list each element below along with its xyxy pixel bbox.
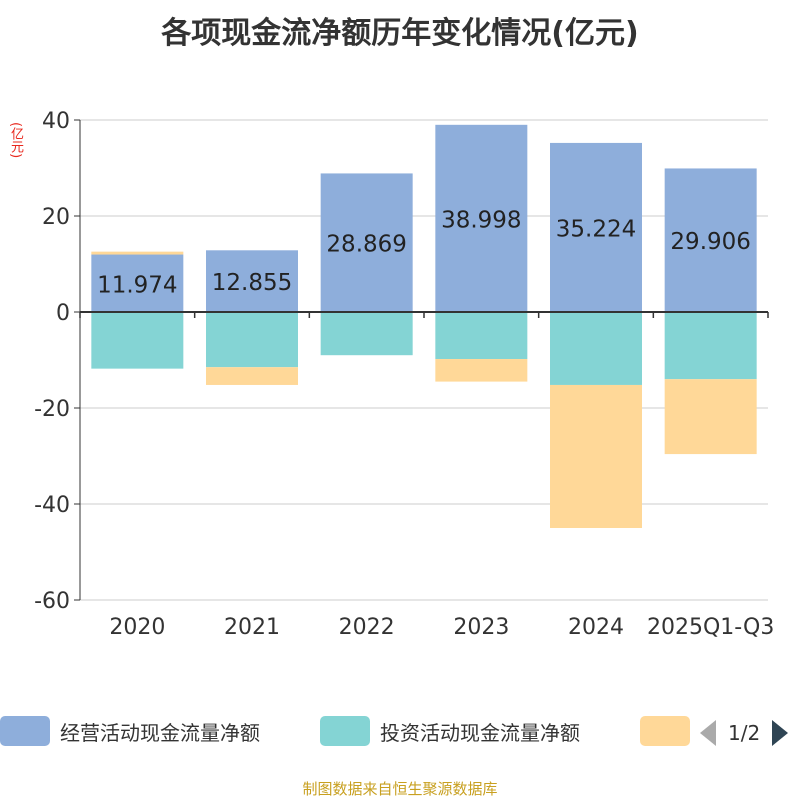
- y-tick-label: 40: [42, 109, 70, 134]
- legend: 经营活动现金流量净额 投资活动现金流量净额: [0, 716, 800, 754]
- data-label-operating-5: 29.906: [670, 229, 750, 255]
- source-footer: 制图数据来自恒生聚源数据库: [302, 780, 498, 798]
- x-tick-label-0: 2020: [109, 615, 165, 640]
- legend-item-investing[interactable]: 投资活动现金流量净额: [320, 716, 580, 746]
- x-tick-label-3: 2023: [453, 615, 509, 640]
- legend-swatch-financing: [640, 716, 690, 746]
- bar-operating-2: [320, 173, 413, 312]
- bar-financing-4: [550, 384, 642, 528]
- pager-text: 1/2: [728, 721, 761, 745]
- y-tick-label: -60: [34, 589, 70, 614]
- bar-operating-3: [435, 124, 528, 312]
- bar-investing-2: [320, 312, 413, 356]
- x-tick-label-5: 2025Q1-Q3: [647, 615, 774, 640]
- bar-operating-4: [550, 142, 642, 312]
- bar-financing-3: [435, 359, 528, 382]
- pager-next-icon[interactable]: [772, 720, 789, 746]
- bar-investing-5: [664, 312, 757, 380]
- y-tick-label: 20: [42, 205, 70, 230]
- y-tick-label: -20: [34, 397, 70, 422]
- bar-investing-4: [550, 312, 642, 385]
- pager-prev-icon[interactable]: [700, 720, 716, 746]
- data-label-operating-0: 11.974: [97, 272, 177, 298]
- legend-item-financing[interactable]: [640, 716, 690, 746]
- bar-operating-5: [664, 168, 757, 312]
- legend-swatch-investing: [320, 716, 370, 746]
- legend-swatch-operating: [0, 716, 50, 746]
- data-label-operating-1: 12.855: [212, 270, 292, 296]
- bar-financing-5: [664, 379, 757, 455]
- bar-operating-1: [206, 250, 298, 312]
- bar-investing-3: [435, 312, 528, 360]
- bar-investing-1: [206, 312, 298, 368]
- bar-financing-0: [91, 251, 184, 255]
- x-tick-label-4: 2024: [568, 615, 624, 640]
- y-tick-label: -40: [34, 493, 70, 518]
- y-axis-unit-label: (亿元): [8, 122, 23, 159]
- x-tick-label-2: 2022: [339, 615, 395, 640]
- chart-title: 各项现金流净额历年变化情况(亿元): [161, 16, 639, 51]
- data-label-operating-3: 38.998: [441, 207, 521, 233]
- bar-operating-0: [91, 254, 184, 312]
- chart-canvas: 40 20 0 -20 -40 -60 11.974 12.855 28.869 38.998 35…: [34, 109, 774, 640]
- legend-pager: 1/2: [700, 720, 789, 746]
- data-label-operating-4: 35.224: [556, 216, 636, 242]
- legend-label-operating: 经营活动现金流量净额: [60, 720, 260, 745]
- bar-financing-1: [206, 367, 298, 385]
- data-label-operating-2: 28.869: [326, 232, 406, 258]
- bar-investing-0: [91, 312, 184, 369]
- legend-label-investing: 投资活动现金流量净额: [380, 720, 580, 745]
- legend-item-operating[interactable]: 经营活动现金流量净额: [0, 716, 260, 746]
- x-tick-label-1: 2021: [224, 615, 280, 640]
- y-tick-label: 0: [56, 301, 70, 326]
